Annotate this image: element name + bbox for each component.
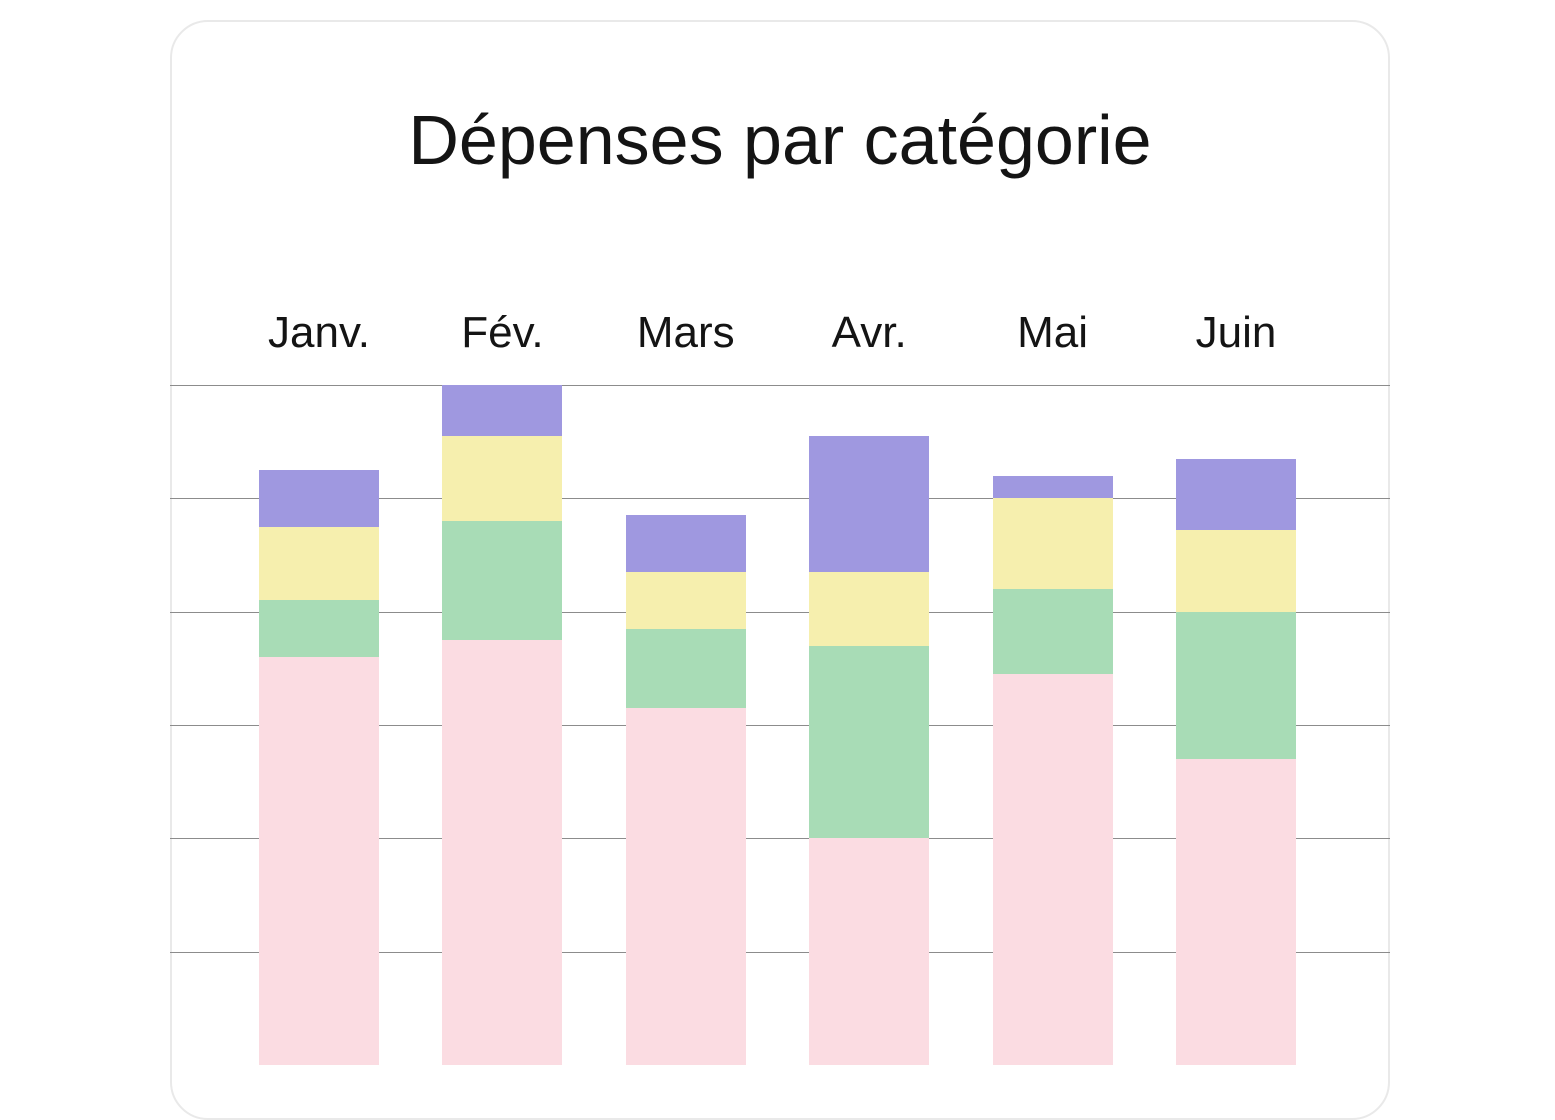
bar-janv — [259, 470, 379, 1065]
bar-segment-rose — [992, 673, 1113, 1065]
bar-segment-vert — [809, 645, 930, 839]
x-axis-label: Juin — [1195, 308, 1277, 357]
bar-segment-rose — [442, 640, 563, 1065]
bar-fv — [442, 385, 563, 1065]
bar-segment-violet — [625, 515, 746, 572]
bar-segment-vert — [625, 628, 746, 708]
chart-card: Dépenses par catégorie Janv. Fév. Mars Avr.… — [170, 20, 1390, 1120]
x-axis-label: Fév. — [461, 308, 544, 357]
bar-segment-jaune — [259, 526, 379, 601]
bar-segment-violet — [1176, 458, 1296, 531]
bar-segment-violet — [259, 470, 379, 527]
bar-segment-rose — [625, 707, 746, 1065]
bar-segment-vert — [259, 600, 379, 657]
bar-segment-violet — [442, 385, 563, 436]
bar-segment-jaune — [442, 436, 563, 521]
plot-area — [170, 385, 1390, 1065]
x-axis-label: Avr. — [831, 308, 907, 357]
bar-segment-vert — [992, 588, 1113, 674]
bar-segment-jaune — [809, 572, 930, 646]
x-axis-label-row: Janv. Fév. Mars Avr. Mai Juin — [172, 303, 1388, 363]
bar-segment-rose — [809, 838, 930, 1065]
bar-segment-violet — [809, 436, 930, 572]
bar-segment-jaune — [625, 572, 746, 629]
bar-segment-vert — [1176, 611, 1296, 759]
bar-segment-jaune — [992, 498, 1113, 589]
bar-juin — [1176, 458, 1296, 1065]
x-axis-label: Janv. — [268, 308, 370, 357]
gridline — [170, 611, 1390, 613]
bar-mai — [992, 475, 1113, 1065]
gridline — [170, 498, 1390, 500]
x-axis-label: Mars — [636, 308, 735, 357]
gridline — [170, 951, 1390, 953]
bar-mars — [625, 515, 746, 1065]
bar-segment-rose — [259, 656, 379, 1065]
x-axis-label: Mai — [1017, 308, 1089, 357]
bar-segment-jaune — [1176, 530, 1296, 612]
bar-segment-vert — [442, 521, 563, 640]
bar-segment-violet — [992, 475, 1113, 499]
gridline — [170, 385, 1390, 386]
chart-title: Dépenses par catégorie — [408, 101, 1152, 179]
bar-avr — [809, 436, 930, 1065]
bar-segment-rose — [1176, 758, 1296, 1065]
gridline — [170, 725, 1390, 726]
gridline — [170, 838, 1390, 840]
